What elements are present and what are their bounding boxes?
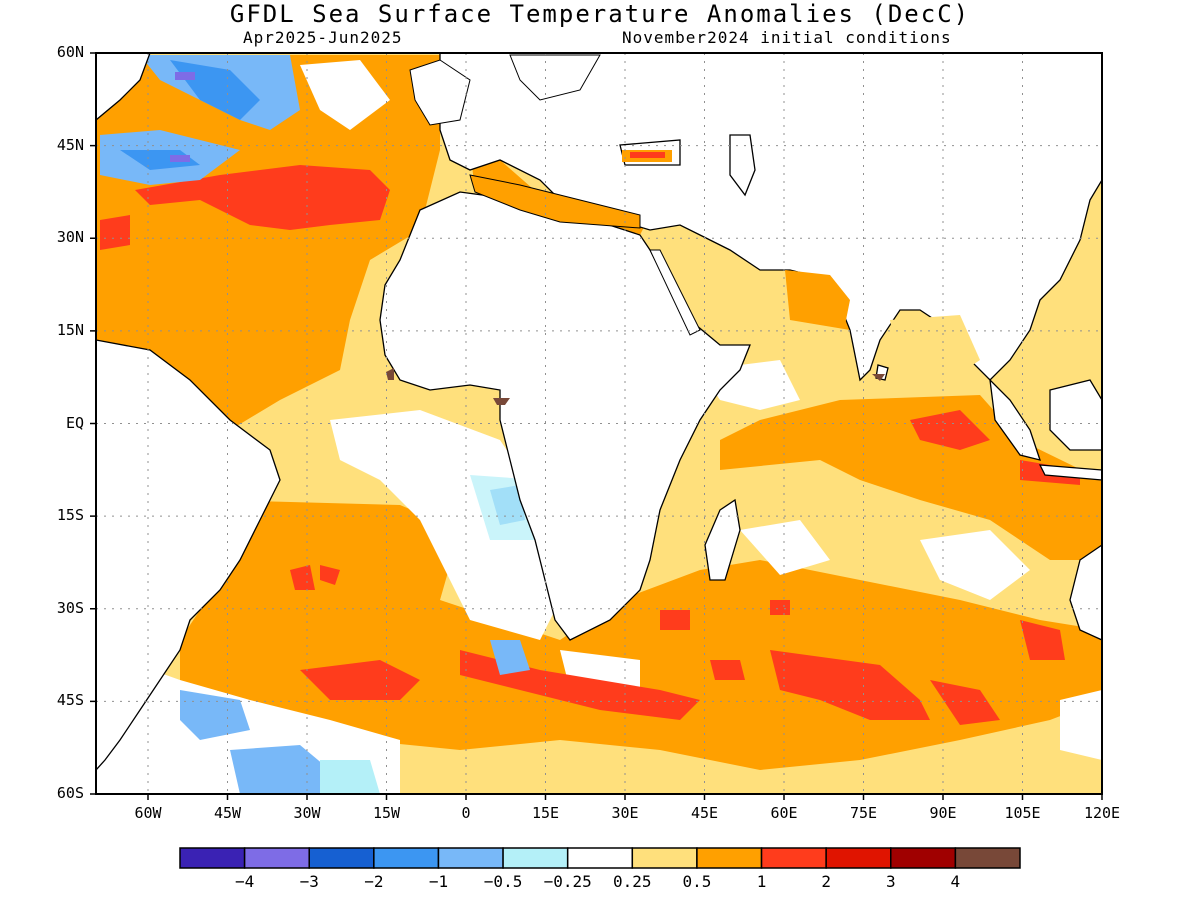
colorbar-swatch	[243, 847, 310, 869]
forecast-period: Apr2025-Jun2025	[243, 28, 403, 47]
initial-conditions: November2024 initial conditions	[622, 28, 952, 47]
colorbar-tick-label: 1	[756, 872, 767, 891]
africa-landmass	[379, 191, 751, 641]
lon-label: 30W	[293, 804, 321, 822]
lon-label: 60W	[134, 804, 162, 822]
arabian-sea-anomaly	[785, 270, 850, 325]
colorbar-swatch	[760, 847, 827, 869]
black-sea-warm-anomaly	[630, 152, 665, 158]
anomaly-near-zero-regions	[96, 60, 1102, 794]
colorbar-swatch	[566, 847, 634, 869]
colorbar-tick-label: −4	[234, 872, 255, 891]
colorbar-tick-label: 0.25	[613, 872, 652, 891]
sumatra-island	[989, 378, 1041, 461]
lon-label: 45E	[690, 804, 719, 822]
lon-label: 45W	[213, 804, 242, 822]
madagascar-landmass	[704, 498, 741, 581]
colorbar-tick-label: −0.5	[483, 872, 523, 891]
lon-label: 75E	[849, 804, 878, 822]
lon-label: 90E	[929, 804, 957, 822]
lat-label: 30N	[56, 228, 84, 247]
colorbar-swatch	[437, 847, 504, 869]
south-america-landmass	[96, 339, 281, 771]
colorbar-swatch	[179, 847, 246, 869]
lat-label: 45N	[56, 135, 84, 154]
lat-label: 30S	[56, 598, 84, 617]
sri-lanka-spot	[872, 374, 885, 381]
colorbar-tick-label: −3	[299, 872, 319, 891]
borneo-island	[1049, 379, 1102, 451]
lon-label: 60E	[770, 804, 798, 822]
north-america-landmass	[96, 53, 151, 121]
colorbar-tick-label: 0.5	[682, 872, 712, 891]
anomaly-1-2-regions	[100, 65, 1080, 725]
colorbar-swatch	[890, 847, 957, 869]
colorbar-tick-label: −0.25	[543, 872, 592, 891]
lon-label: 105E	[1004, 804, 1041, 822]
lat-label: 15N	[56, 320, 84, 339]
colorbar-swatch	[696, 847, 763, 869]
colorbar-swatch	[954, 847, 1021, 869]
lon-label: 0	[461, 804, 471, 822]
eurasia-landmass	[439, 53, 1102, 382]
colorbar-tick-label: −1	[428, 872, 449, 891]
lon-label: 30E	[611, 804, 639, 822]
lat-label: 60S	[56, 784, 84, 802]
colorbar-tick-label: 4	[950, 872, 961, 891]
lat-label: EQ	[65, 413, 84, 432]
colorbar-swatch	[308, 847, 375, 869]
scandinavia	[509, 54, 601, 101]
anomaly-minus-2-regions	[170, 72, 195, 162]
land-masses	[96, 53, 1102, 771]
british-isles	[409, 59, 471, 126]
lat-label: 45S	[56, 691, 84, 710]
colorbar	[179, 847, 1021, 869]
colorbar-tick-label: 2	[821, 872, 831, 891]
mediterranean-sea	[469, 174, 641, 229]
lat-label: 60N	[56, 43, 84, 61]
red-sea	[649, 249, 701, 336]
colorbar-swatch	[631, 847, 698, 869]
colorbar-swatch	[373, 847, 440, 869]
axis-ticks	[90, 52, 1103, 800]
west-africa-spot	[386, 368, 394, 380]
colorbar-tick-label: −2	[364, 872, 384, 891]
colorbar-tick-label: 3	[885, 872, 896, 891]
map-title: GFDL Sea Surface Temperature Anomalies (…	[229, 0, 971, 28]
java-island	[1038, 464, 1102, 481]
lon-label: 15E	[531, 804, 560, 822]
colorbar-swatch	[502, 847, 569, 869]
lat-label: 15S	[56, 506, 84, 525]
map-gridlines	[96, 53, 1102, 794]
lon-label: 120E	[1083, 804, 1121, 822]
caspian-sea	[729, 134, 756, 197]
australia-landmass	[1069, 544, 1102, 641]
gulf-of-guinea-spot	[493, 398, 510, 405]
colorbar-swatch	[825, 847, 892, 869]
lon-label: 15W	[372, 804, 401, 822]
